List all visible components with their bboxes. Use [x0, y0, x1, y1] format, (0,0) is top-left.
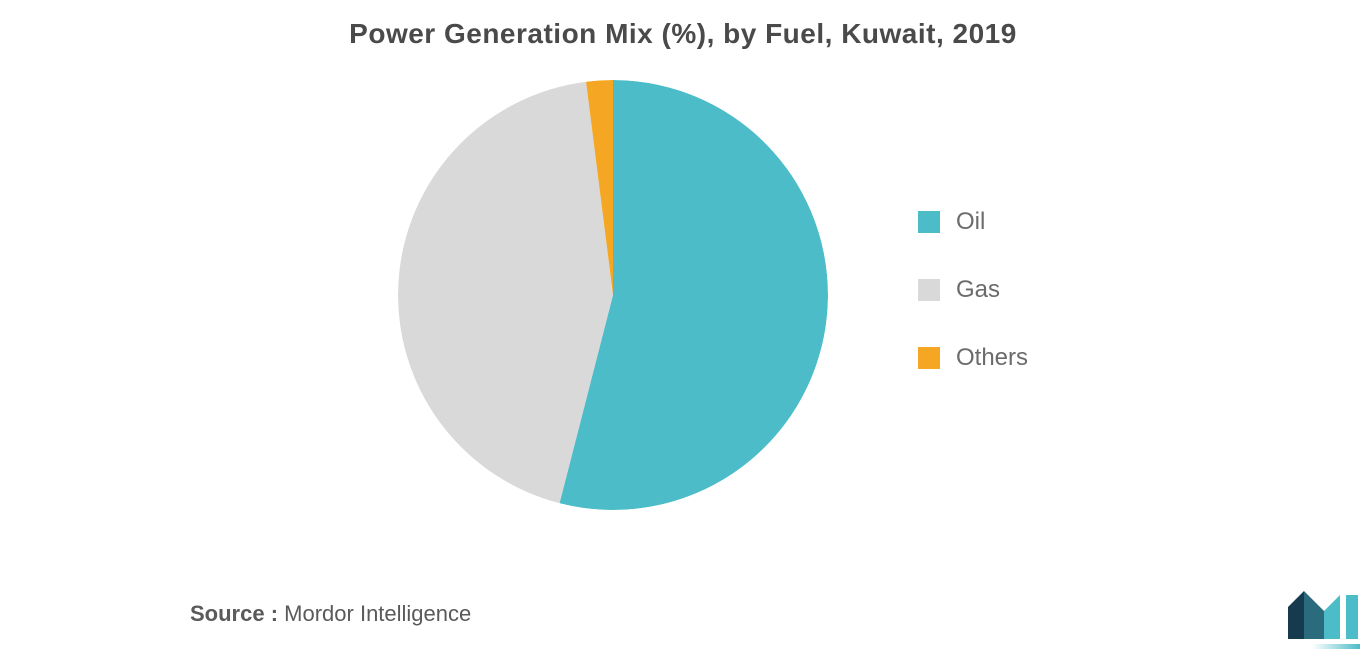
- legend-swatch-others: [918, 347, 940, 369]
- legend-label-gas: Gas: [956, 276, 1000, 304]
- legend-item-others: Others: [918, 344, 1028, 372]
- legend-label-oil: Oil: [956, 208, 985, 236]
- mi-logo-icon: [1282, 587, 1360, 649]
- chart-title: Power Generation Mix (%), by Fuel, Kuwai…: [0, 0, 1366, 50]
- source-line: Source : Mordor Intelligence: [190, 601, 471, 627]
- source-value: Mordor Intelligence: [284, 601, 471, 626]
- legend-item-gas: Gas: [918, 276, 1028, 304]
- chart-area: Oil Gas Others: [0, 80, 1366, 510]
- legend: Oil Gas Others: [918, 208, 1028, 372]
- legend-item-oil: Oil: [918, 208, 1028, 236]
- legend-swatch-gas: [918, 279, 940, 301]
- pie-chart: [398, 80, 828, 510]
- brand-logo: [1282, 587, 1360, 649]
- source-label: Source :: [190, 601, 278, 626]
- pie-chart-wrapper: [398, 80, 828, 510]
- legend-label-others: Others: [956, 344, 1028, 372]
- legend-swatch-oil: [918, 211, 940, 233]
